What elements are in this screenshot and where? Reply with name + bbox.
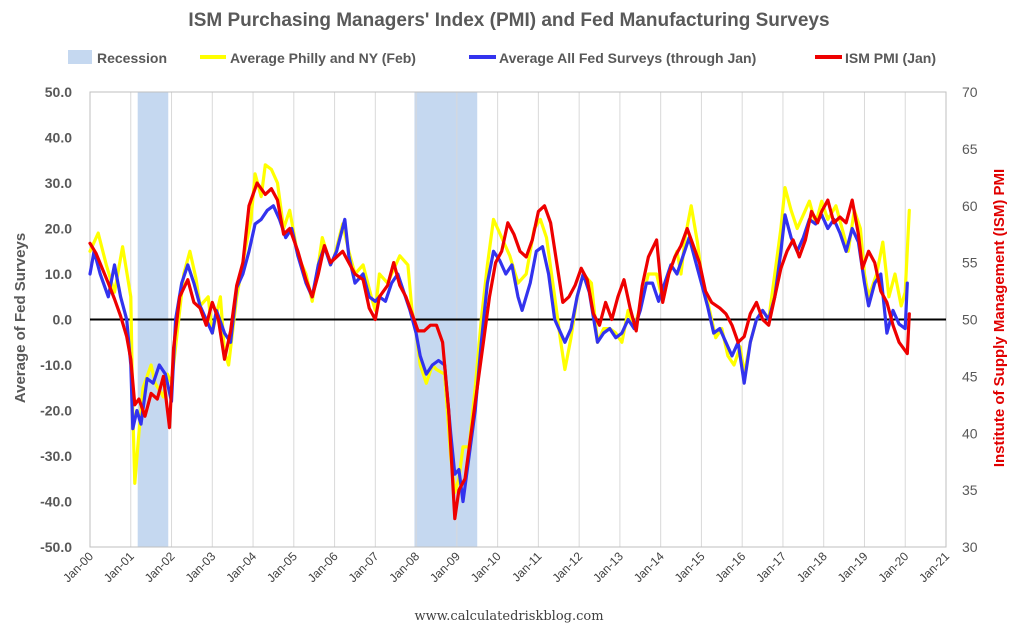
right-tick-label: 40 [962,425,978,441]
right-tick-label: 50 [962,312,978,328]
left-axis-ticks: 50.0 40.0 30.0 20.0 10.0 0.0 -10.0 -20.0 -30.0 -4… [40,84,72,555]
left-tick-label: 10.0 [45,266,72,282]
right-axis-ticks: 70 65 60 55 50 45 40 35 30 [962,84,978,555]
right-tick-label: 65 [962,141,978,157]
left-tick-label: 30.0 [45,175,72,191]
legend-label-ism: ISM PMI (Jan) [845,50,936,66]
x-tick-label: Jan-14 [631,549,667,585]
series-line-2 [88,181,911,521]
right-axis-label: Institute of Supply Management (ISM) PMI [991,169,1008,467]
chart-title: ISM Purchasing Managers' Index (PMI) and… [188,10,829,31]
legend-label-all-fed: Average All Fed Surveys (through Jan) [499,50,756,66]
right-tick-label: 35 [962,482,978,498]
legend-swatch-recession [68,50,92,64]
left-tick-label: 20.0 [45,221,72,237]
x-axis-ticks: Jan-00 Jan-01 Jan-02 Jan-03 Jan-04 Jan-05 Jan-… [60,549,952,585]
x-tick-label: Jan-16 [712,549,748,585]
left-tick-label: -20.0 [40,403,72,419]
left-tick-label: -30.0 [40,448,72,464]
x-tick-label: Jan-04 [223,549,259,585]
legend-label-recession: Recession [97,50,167,66]
x-tick-label: Jan-12 [549,549,585,585]
x-tick-label: Jan-11 [509,549,544,584]
left-tick-label: -10.0 [40,357,72,373]
x-tick-label: Jan-09 [427,549,463,585]
x-tick-label: Jan-15 [672,549,708,585]
x-tick-label: Jan-07 [346,549,382,585]
x-tick-label: Jan-02 [142,549,178,585]
legend: Recession Average Philly and NY (Feb) Av… [68,50,936,66]
legend-label-philly-ny: Average Philly and NY (Feb) [230,50,416,66]
x-tick-label: Jan-19 [835,549,871,585]
x-tick-label: Jan-10 [468,549,504,585]
x-tick-label: Jan-13 [590,549,626,585]
source-credit: www.calculatedriskblog.com [414,609,603,624]
left-tick-label: -40.0 [40,494,72,510]
right-tick-label: 70 [962,84,978,100]
series-layer [88,163,911,521]
x-tick-label: Jan-03 [183,549,219,585]
x-tick-label: Jan-05 [264,549,300,585]
right-tick-label: 60 [962,198,978,214]
x-tick-label: Jan-21 [916,549,952,585]
x-tick-label: Jan-01 [101,549,137,585]
left-tick-label: 50.0 [45,84,72,100]
x-tick-label: Jan-06 [305,549,341,585]
x-tick-label: Jan-17 [753,549,789,585]
x-tick-label: Jan-18 [794,549,830,585]
left-tick-label: -50.0 [40,539,72,555]
left-axis-label: Average of Fed Surveys [12,233,29,403]
x-tick-label: Jan-20 [876,549,912,585]
left-tick-label: 0.0 [53,312,73,328]
right-tick-label: 45 [962,368,978,384]
right-tick-label: 55 [962,255,978,271]
left-tick-label: 40.0 [45,130,72,146]
right-tick-label: 30 [962,539,978,555]
x-tick-label: Jan-08 [386,549,422,585]
